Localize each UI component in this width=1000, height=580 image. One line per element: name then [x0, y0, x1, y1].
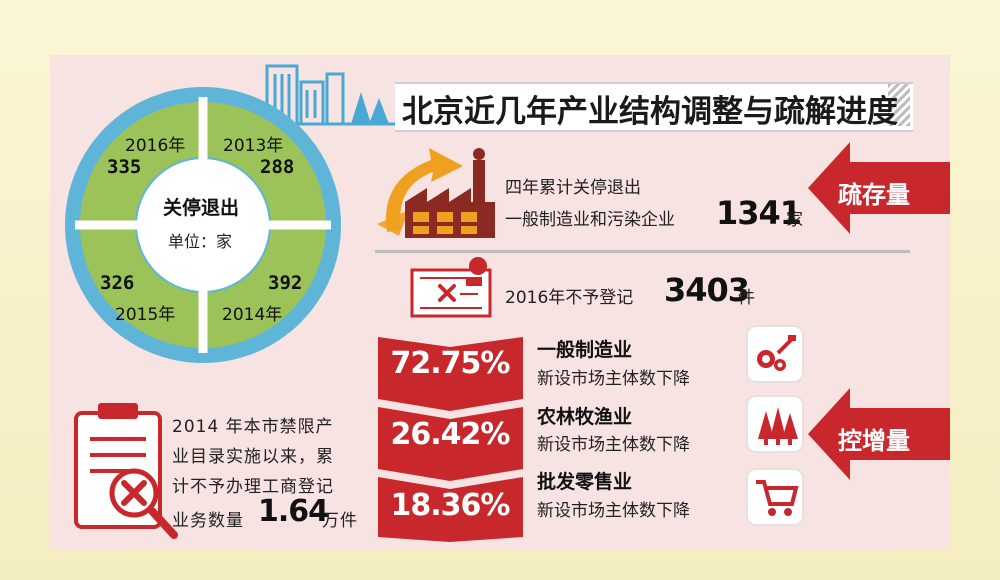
increment-arrow: [808, 388, 950, 480]
clipboard-reject-icon: [74, 403, 178, 539]
ring-segment-2015: [80, 225, 203, 348]
ring-value-2014: 392: [268, 272, 303, 294]
no-register-value: 3403: [664, 271, 750, 309]
no-register-unit: 件: [738, 288, 755, 308]
factory-recycle-icon: [377, 148, 495, 238]
section-divider: [375, 250, 910, 253]
note-line1: 2014 年本市禁限产: [172, 417, 334, 437]
ring-center-unit: 单位：家: [168, 232, 233, 251]
page-title: 北京近几年产业结构调整与疏解进度: [402, 94, 898, 130]
ring-segments: [80, 102, 326, 348]
closure-ring: [65, 87, 341, 363]
percent-chevrons: [378, 337, 523, 542]
increment-label: 控增量: [838, 427, 910, 455]
category-desc-agriculture: 新设市场主体数下降: [537, 435, 690, 455]
ring-segment-2014: [203, 225, 326, 348]
closures-unit: 家: [786, 210, 803, 230]
pct-retail: 18.36%: [390, 488, 511, 523]
category-desc-manufacturing: 新设市场主体数下降: [537, 369, 690, 389]
trees-icon: [748, 397, 802, 451]
stock-arrow: [808, 142, 950, 234]
certificate-stamp-icon: [410, 257, 492, 318]
note-line4: 业务数量: [172, 511, 244, 531]
stock-label: 疏存量: [838, 181, 910, 209]
note-line2: 业目录实施以来，累: [172, 447, 334, 467]
ring-year-2014: 2014年: [222, 305, 283, 325]
ring-value-2015: 326: [100, 272, 135, 294]
ring-year-2013: 2013年: [223, 136, 284, 156]
closures-value: 1341: [716, 194, 802, 232]
ring-center-title: 关停退出: [163, 197, 240, 219]
note-line3: 计不予办理工商登记: [172, 477, 334, 497]
ring-segment-2016: [80, 102, 203, 225]
title-bar: [395, 82, 913, 132]
category-name-agriculture: 农林牧渔业: [537, 406, 633, 428]
category-name-retail: 批发零售业: [537, 471, 633, 493]
ring-year-2016: 2016年: [125, 136, 186, 156]
pct-agriculture: 26.42%: [390, 417, 511, 452]
note-value: 1.64: [258, 494, 329, 529]
ring-value-2016: 335: [107, 156, 142, 178]
no-register-text: 2016年不予登记: [505, 288, 634, 308]
ring-segment-2013: [203, 102, 326, 225]
closures-line1: 四年累计关停退出: [505, 178, 641, 198]
note-unit: 万件: [322, 511, 358, 531]
pct-manufacturing: 72.75%: [390, 346, 511, 381]
title-stripes: [888, 84, 910, 126]
ring-year-2015: 2015年: [115, 305, 176, 325]
ring-value-2013: 288: [260, 156, 295, 178]
category-desc-retail: 新设市场主体数下降: [537, 501, 690, 521]
category-name-manufacturing: 一般制造业: [537, 339, 633, 361]
shopping-cart-icon: [748, 470, 802, 524]
factory-gears-icon: [748, 327, 802, 381]
closures-line2: 一般制造业和污染企业: [505, 210, 675, 230]
